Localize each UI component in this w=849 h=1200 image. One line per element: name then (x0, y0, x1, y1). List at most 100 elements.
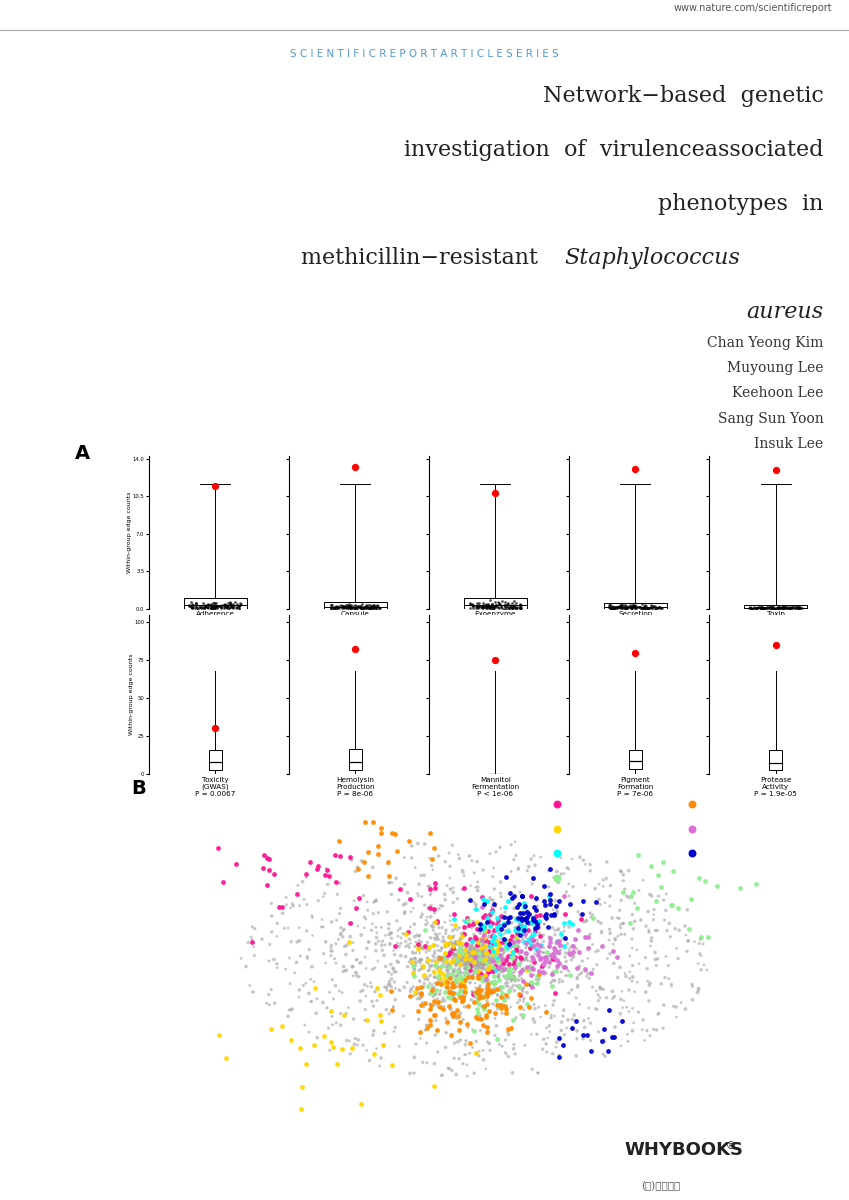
Point (604, 924, 617, 943)
Point (543, 1022, 556, 1042)
Point (594, 923, 608, 942)
Point (771, 599, 784, 618)
Point (465, 936, 479, 955)
Point (261, 985, 275, 1004)
Point (549, 896, 563, 916)
Point (424, 996, 438, 1015)
Point (475, 936, 488, 955)
Point (490, 1030, 503, 1049)
Point (469, 947, 482, 966)
Point (532, 968, 546, 988)
Point (604, 599, 618, 618)
Point (465, 949, 479, 968)
Point (434, 958, 447, 977)
Point (494, 594, 508, 613)
Point (773, 598, 787, 617)
Point (270, 954, 284, 973)
Point (492, 599, 506, 618)
Point (333, 982, 346, 1001)
Point (750, 598, 763, 617)
Point (763, 598, 777, 617)
Point (485, 953, 498, 972)
Point (496, 996, 509, 1015)
Point (458, 983, 471, 1002)
Point (471, 984, 485, 1003)
Point (638, 599, 651, 618)
Point (465, 950, 479, 970)
Point (457, 911, 470, 930)
Point (777, 599, 790, 618)
Point (483, 906, 497, 925)
Point (464, 953, 477, 972)
Point (413, 926, 426, 946)
Point (340, 596, 354, 616)
Point (547, 943, 560, 962)
Point (336, 598, 350, 617)
Point (262, 952, 276, 971)
Point (469, 596, 483, 616)
Point (658, 911, 672, 930)
Point (510, 898, 524, 917)
Point (670, 1008, 683, 1027)
Point (792, 599, 806, 618)
Point (438, 982, 452, 1001)
Point (470, 935, 484, 954)
Point (440, 947, 453, 966)
Point (357, 907, 371, 926)
Point (647, 900, 661, 919)
Point (466, 943, 480, 962)
Point (447, 952, 460, 971)
Point (448, 936, 462, 955)
Point (646, 596, 660, 616)
Point (787, 596, 801, 616)
Bar (629, 750, 642, 769)
Text: Protease Activity: Protease Activity (706, 826, 762, 832)
Point (417, 956, 430, 976)
Point (295, 1099, 308, 1118)
Point (476, 970, 490, 989)
Point (419, 911, 433, 930)
Point (472, 958, 486, 977)
Point (336, 928, 350, 947)
Point (565, 850, 579, 869)
Text: Toxicity by GWAS: Toxicity by GWAS (706, 851, 762, 857)
Point (217, 596, 231, 616)
Point (509, 970, 522, 989)
Point (371, 596, 385, 616)
Point (405, 949, 419, 968)
Point (644, 1026, 657, 1045)
Point (350, 966, 363, 985)
Point (464, 950, 477, 970)
Point (527, 995, 541, 1014)
Point (305, 958, 318, 977)
Point (560, 966, 574, 985)
Point (494, 946, 508, 965)
Point (272, 898, 285, 917)
Point (670, 938, 683, 958)
Point (306, 926, 319, 946)
Point (398, 902, 412, 922)
Point (469, 983, 482, 1002)
Point (469, 942, 483, 961)
Point (436, 949, 450, 968)
Point (624, 887, 638, 906)
Point (791, 596, 805, 616)
Point (616, 998, 629, 1018)
Point (477, 985, 491, 1004)
Point (503, 598, 517, 617)
Point (464, 943, 478, 962)
Point (490, 598, 503, 617)
Point (604, 1027, 618, 1046)
Point (469, 894, 482, 913)
Point (696, 935, 710, 954)
Point (488, 931, 502, 950)
Point (494, 887, 508, 906)
Point (424, 896, 438, 916)
Point (427, 967, 441, 986)
Point (360, 599, 374, 618)
Point (433, 964, 447, 983)
Point (459, 950, 473, 970)
Point (498, 973, 512, 992)
Point (637, 598, 650, 617)
Point (466, 949, 480, 968)
